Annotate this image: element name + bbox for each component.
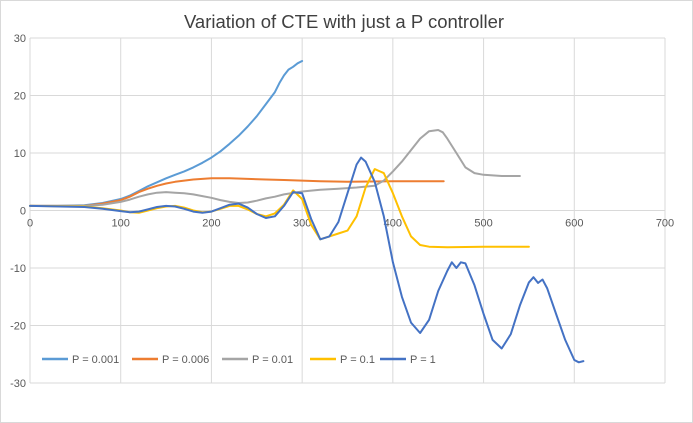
series-line-4 [29, 168, 530, 249]
x-tick-label: 700 [656, 218, 674, 230]
grid [29, 37, 666, 384]
y-axis-ticks: -30 -20 -10 0 10 20 30 [10, 33, 26, 390]
legend-label: P = 0.006 [162, 354, 209, 366]
series-line-3 [29, 129, 521, 207]
x-tick-label: 300 [293, 218, 311, 230]
y-tick-label: -30 [10, 378, 26, 390]
series-line-2 [29, 177, 445, 207]
legend-label: P = 0.01 [252, 354, 293, 366]
y-tick-label: 0 [20, 206, 26, 218]
y-tick-label: -10 [10, 263, 26, 275]
legend: P = 0.001 P = 0.006 P = 0.01 P = 0.1 P = 1 [42, 354, 436, 366]
x-tick-label: 100 [112, 218, 130, 230]
x-tick-label: 500 [474, 218, 492, 230]
x-tick-label: 200 [202, 218, 220, 230]
x-tick-label: 0 [27, 218, 33, 230]
x-tick-label: 400 [384, 218, 402, 230]
y-tick-label: -20 [10, 321, 26, 333]
series-line-5 [29, 156, 585, 364]
y-tick-label: 30 [14, 33, 26, 45]
legend-label: P = 0.1 [340, 354, 375, 366]
legend-label: P = 0.001 [72, 354, 119, 366]
y-tick-label: 20 [14, 91, 26, 103]
series-line-1 [29, 60, 304, 207]
legend-label: P = 1 [410, 354, 436, 366]
series-lines [29, 60, 585, 364]
x-tick-label: 600 [565, 218, 583, 230]
y-tick-label: 10 [14, 148, 26, 160]
x-axis-ticks: 0 100 200 300 400 500 600 700 [27, 218, 674, 230]
chart-title: Variation of CTE with just a P controlle… [184, 11, 504, 32]
